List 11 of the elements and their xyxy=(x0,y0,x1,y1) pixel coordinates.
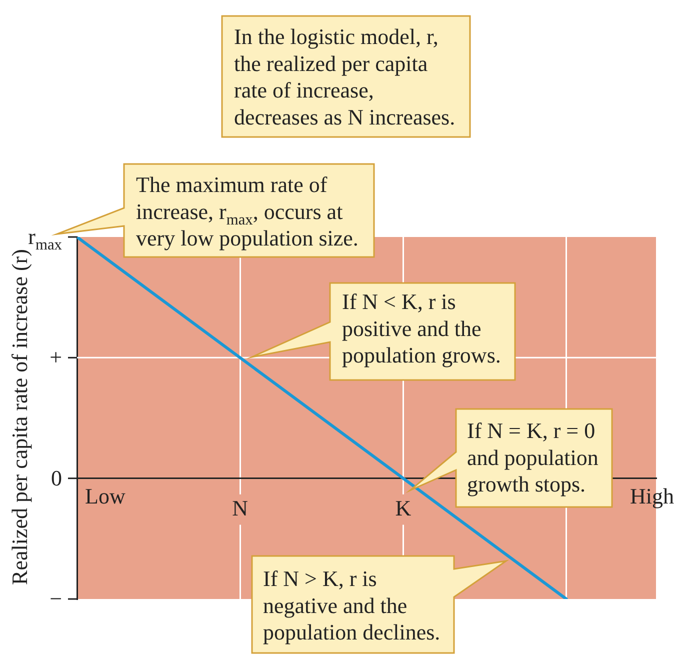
text: 0 xyxy=(51,465,62,490)
chart-title: In the logistic model, r, the realized per capita rate of increase, decreases as N increases. xyxy=(234,24,456,130)
x-tick-label: N xyxy=(232,495,248,520)
annotation: If N > K, r is negative and the population declines. xyxy=(263,566,440,645)
annotation: If N = K, r = 0 and population growth stops. xyxy=(467,418,598,497)
text: − xyxy=(50,586,62,611)
annotation: If N < K, r is positive and the population grows. xyxy=(342,289,501,368)
y-axis-title: Realized per capita rate of increase (r) xyxy=(7,249,32,585)
ref-line-label: + xyxy=(50,344,62,370)
annotation: Low xyxy=(85,483,126,508)
x-tick-label: K xyxy=(395,495,412,520)
